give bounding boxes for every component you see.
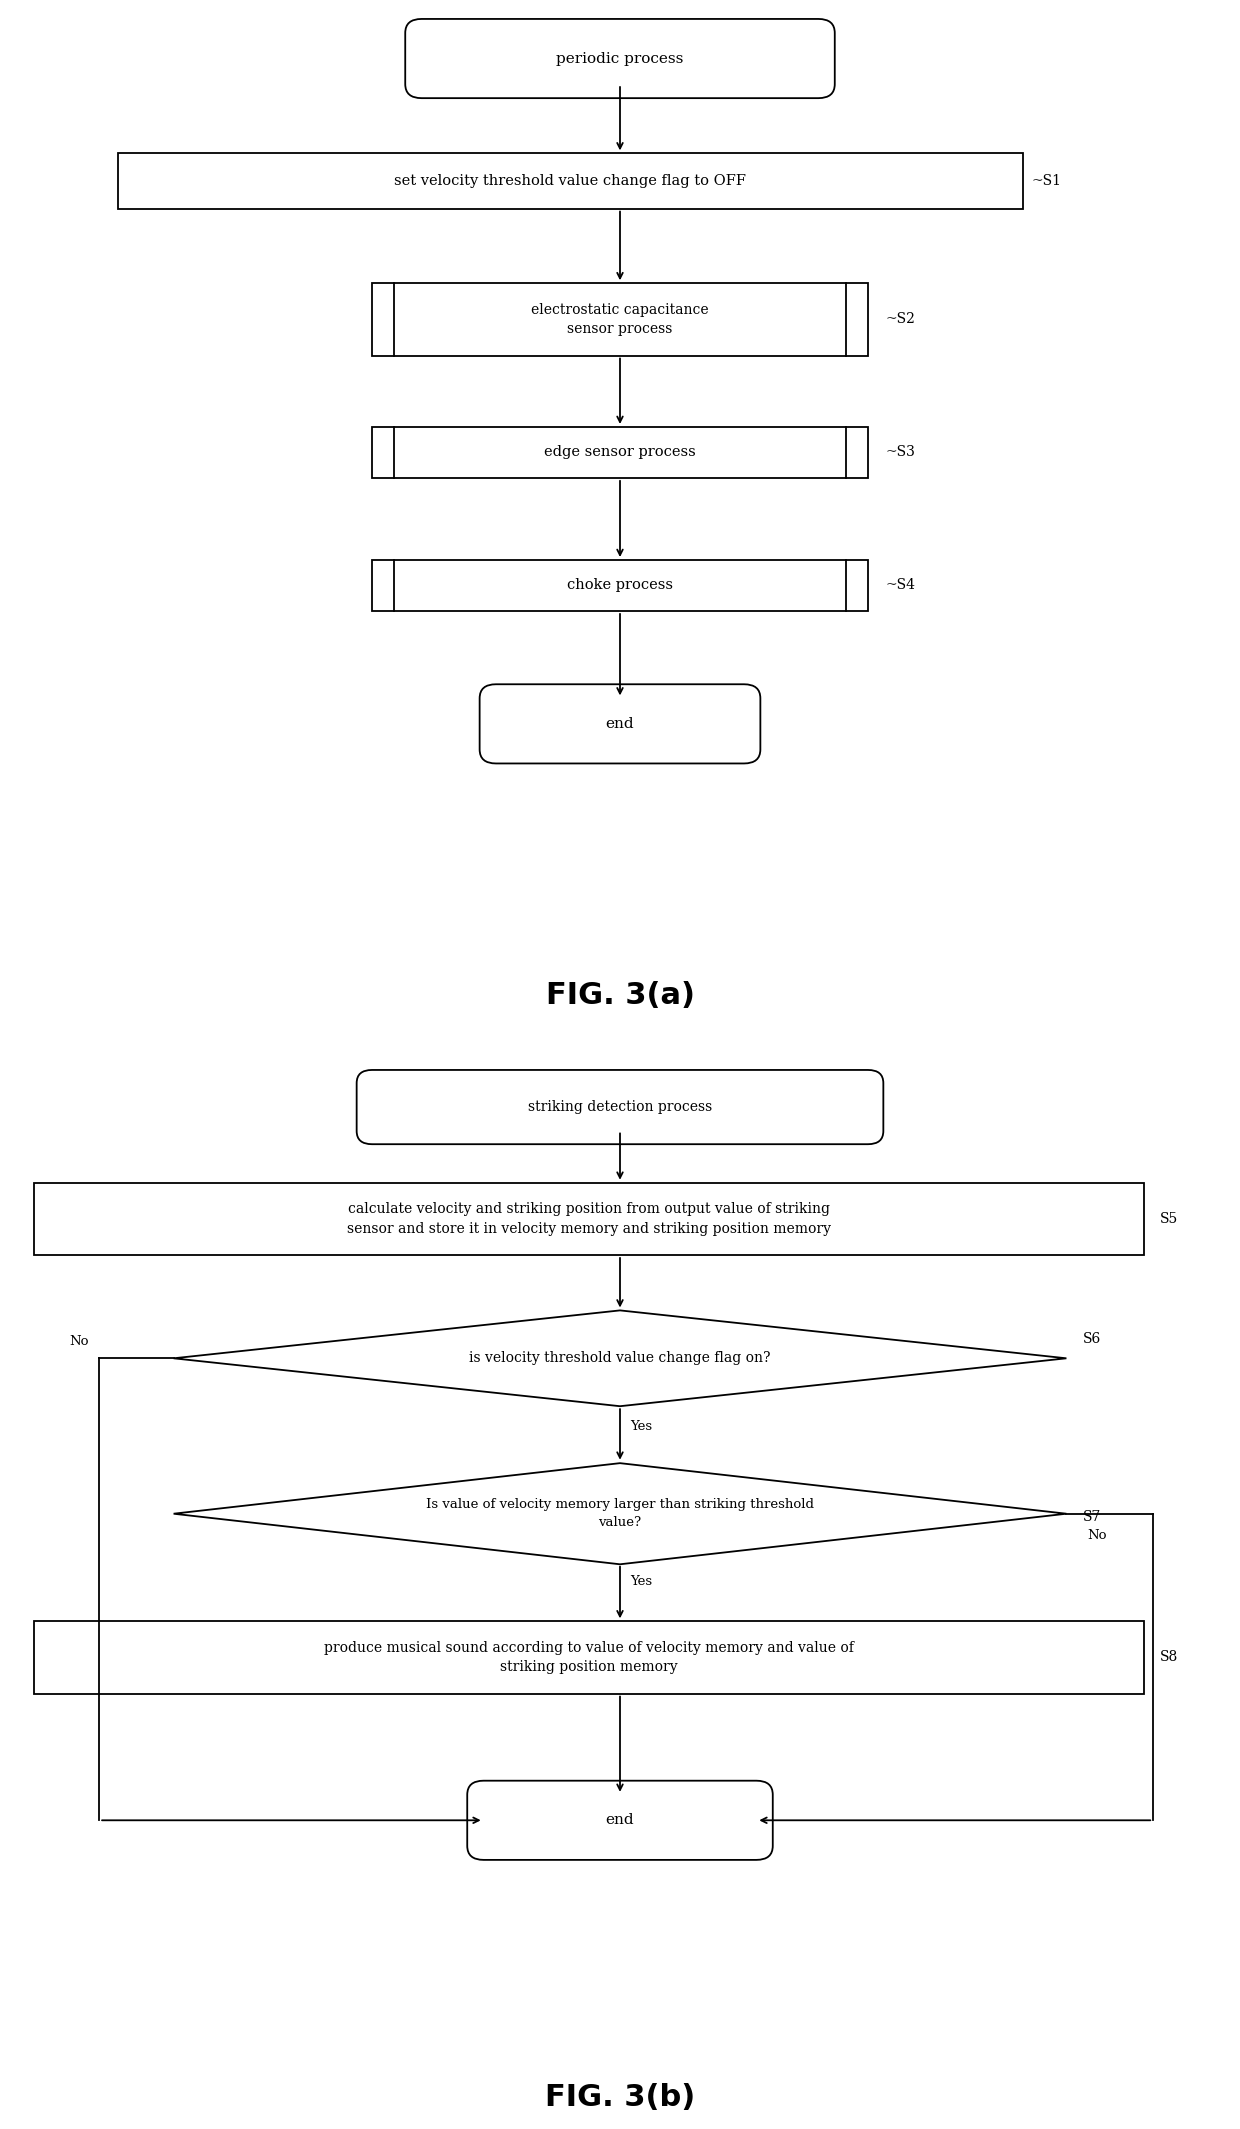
FancyBboxPatch shape: [357, 1071, 883, 1143]
Bar: [118, 153, 1023, 209]
Text: edge sensor process: edge sensor process: [544, 445, 696, 460]
Text: electrostatic capacitance
sensor process: electrostatic capacitance sensor process: [531, 302, 709, 336]
Text: set velocity threshold value change flag to OFF: set velocity threshold value change flag…: [394, 175, 746, 187]
Text: FIG. 3(b): FIG. 3(b): [544, 2082, 696, 2112]
Text: No: No: [1087, 1529, 1107, 1541]
Text: calculate velocity and striking position from output value of striking
sensor an: calculate velocity and striking position…: [347, 1203, 831, 1235]
Text: ~S2: ~S2: [885, 313, 915, 326]
Text: No: No: [69, 1335, 89, 1348]
FancyBboxPatch shape: [467, 1780, 773, 1861]
Text: ~S1: ~S1: [1032, 175, 1061, 187]
Bar: [372, 560, 868, 611]
Text: Yes: Yes: [630, 1575, 652, 1588]
Text: end: end: [605, 1814, 635, 1827]
Bar: [372, 426, 868, 479]
Text: Yes: Yes: [630, 1420, 652, 1433]
Text: is velocity threshold value change flag on?: is velocity threshold value change flag …: [469, 1352, 771, 1365]
Text: periodic process: periodic process: [557, 51, 683, 66]
Text: produce musical sound according to value of velocity memory and value of
strikin: produce musical sound according to value…: [324, 1641, 854, 1673]
Text: FIG. 3(a): FIG. 3(a): [546, 981, 694, 1009]
Text: ~S3: ~S3: [885, 445, 915, 460]
Text: end: end: [605, 717, 635, 730]
Text: S6: S6: [1083, 1333, 1101, 1346]
Text: Is value of velocity memory larger than striking threshold
value?: Is value of velocity memory larger than …: [427, 1499, 813, 1529]
Polygon shape: [174, 1309, 1066, 1407]
Text: S8: S8: [1159, 1650, 1178, 1665]
FancyBboxPatch shape: [480, 683, 760, 764]
Bar: [372, 283, 868, 356]
Polygon shape: [174, 1463, 1066, 1565]
Text: S5: S5: [1159, 1211, 1178, 1226]
Text: ~S4: ~S4: [885, 579, 915, 592]
Bar: [33, 1622, 1143, 1695]
Text: choke process: choke process: [567, 579, 673, 592]
Text: S7: S7: [1083, 1509, 1101, 1524]
FancyBboxPatch shape: [405, 19, 835, 98]
Text: striking detection process: striking detection process: [528, 1101, 712, 1113]
Bar: [33, 1184, 1143, 1256]
